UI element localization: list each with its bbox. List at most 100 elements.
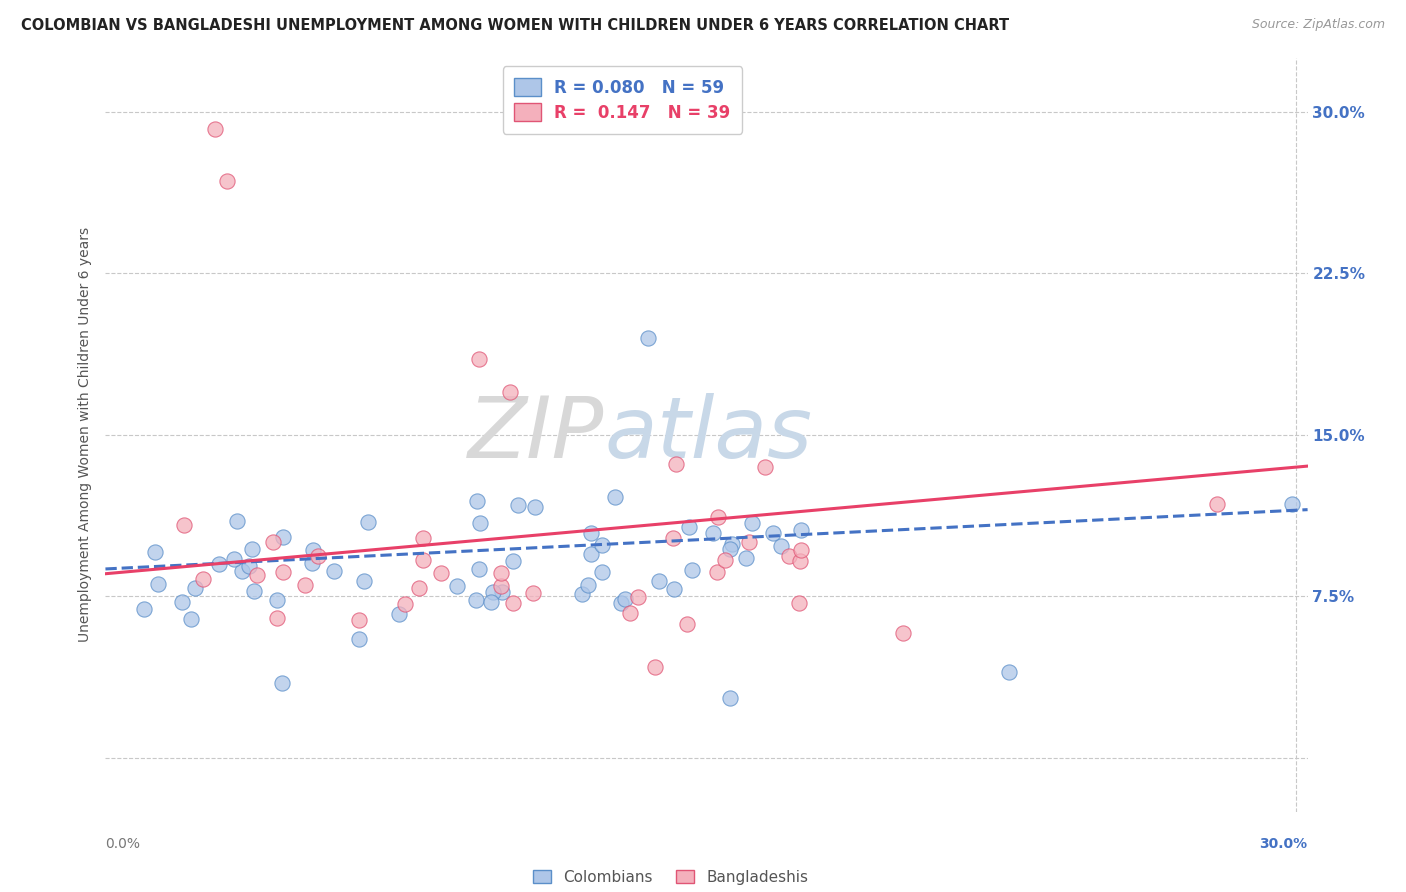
Point — [591, 565, 613, 579]
Point — [707, 510, 730, 524]
Point — [271, 531, 294, 545]
Text: COLOMBIAN VS BANGLADESHI UNEMPLOYMENT AMONG WOMEN WITH CHILDREN UNDER 6 YEARS CO: COLOMBIAN VS BANGLADESHI UNEMPLOYMENT AM… — [21, 18, 1010, 33]
Point — [678, 519, 700, 533]
Point — [301, 556, 323, 570]
Point — [713, 553, 735, 567]
Point — [789, 554, 811, 568]
Point — [263, 535, 285, 549]
Point — [609, 596, 631, 610]
Point — [489, 566, 512, 580]
Point — [271, 675, 294, 690]
Y-axis label: Unemployment Among Women with Children Under 6 years: Unemployment Among Women with Children U… — [77, 227, 91, 642]
Point — [762, 526, 785, 541]
Point — [741, 516, 763, 530]
Point — [467, 352, 489, 367]
Point — [468, 516, 491, 530]
Point — [468, 562, 491, 576]
Point — [170, 595, 193, 609]
Point — [180, 612, 202, 626]
Point — [1281, 497, 1303, 511]
Point — [648, 574, 671, 588]
Point — [770, 539, 793, 553]
Point — [146, 577, 169, 591]
Point — [576, 578, 599, 592]
Point — [347, 613, 370, 627]
Point — [790, 524, 813, 538]
Point — [322, 564, 344, 578]
Point — [524, 500, 547, 514]
Point — [579, 526, 602, 541]
Point — [173, 518, 195, 533]
Point — [143, 544, 166, 558]
Point — [676, 617, 699, 632]
Point — [754, 460, 776, 475]
Point — [790, 542, 813, 557]
Point — [191, 572, 214, 586]
Text: 30.0%: 30.0% — [1260, 837, 1308, 851]
Point — [446, 579, 468, 593]
Point — [721, 537, 744, 551]
Point — [266, 593, 288, 607]
Point — [238, 559, 260, 574]
Point — [134, 602, 156, 616]
Point — [408, 582, 430, 596]
Point — [627, 590, 650, 604]
Point — [702, 525, 724, 540]
Point — [502, 596, 524, 610]
Point — [499, 384, 522, 399]
Point — [706, 565, 728, 579]
Point — [1206, 497, 1229, 511]
Point — [222, 551, 245, 566]
Point — [718, 690, 741, 705]
Point — [681, 563, 703, 577]
Text: 0.0%: 0.0% — [105, 837, 141, 851]
Point — [591, 538, 613, 552]
Point — [579, 547, 602, 561]
Point — [353, 574, 375, 588]
Point — [734, 551, 756, 566]
Point — [489, 579, 512, 593]
Point — [491, 585, 513, 599]
Point — [225, 515, 247, 529]
Point — [347, 632, 370, 646]
Point — [787, 597, 810, 611]
Point — [388, 607, 411, 621]
Point — [208, 557, 231, 571]
Point — [357, 515, 380, 529]
Point — [240, 541, 263, 556]
Point — [778, 549, 800, 564]
Point — [502, 554, 524, 568]
Point — [430, 566, 453, 581]
Point — [412, 532, 434, 546]
Legend: Colombians, Bangladeshis: Colombians, Bangladeshis — [527, 863, 814, 891]
Point — [718, 541, 741, 556]
Point — [184, 581, 207, 595]
Point — [307, 549, 329, 563]
Point — [231, 564, 253, 578]
Point — [301, 543, 323, 558]
Point — [246, 568, 269, 582]
Point — [412, 553, 434, 567]
Point — [394, 597, 416, 611]
Point — [637, 331, 659, 345]
Point — [271, 565, 294, 579]
Point — [998, 665, 1021, 679]
Point — [613, 591, 636, 606]
Text: ZIP: ZIP — [468, 393, 605, 476]
Point — [204, 122, 226, 136]
Point — [294, 578, 316, 592]
Point — [217, 174, 239, 188]
Point — [644, 660, 666, 674]
Point — [266, 611, 288, 625]
Point — [571, 587, 593, 601]
Point — [479, 595, 502, 609]
Point — [465, 593, 488, 607]
Point — [243, 583, 266, 598]
Point — [662, 531, 685, 545]
Point — [664, 582, 686, 596]
Point — [522, 586, 544, 600]
Point — [508, 498, 530, 512]
Text: Source: ZipAtlas.com: Source: ZipAtlas.com — [1251, 18, 1385, 31]
Point — [737, 535, 759, 549]
Point — [605, 490, 627, 504]
